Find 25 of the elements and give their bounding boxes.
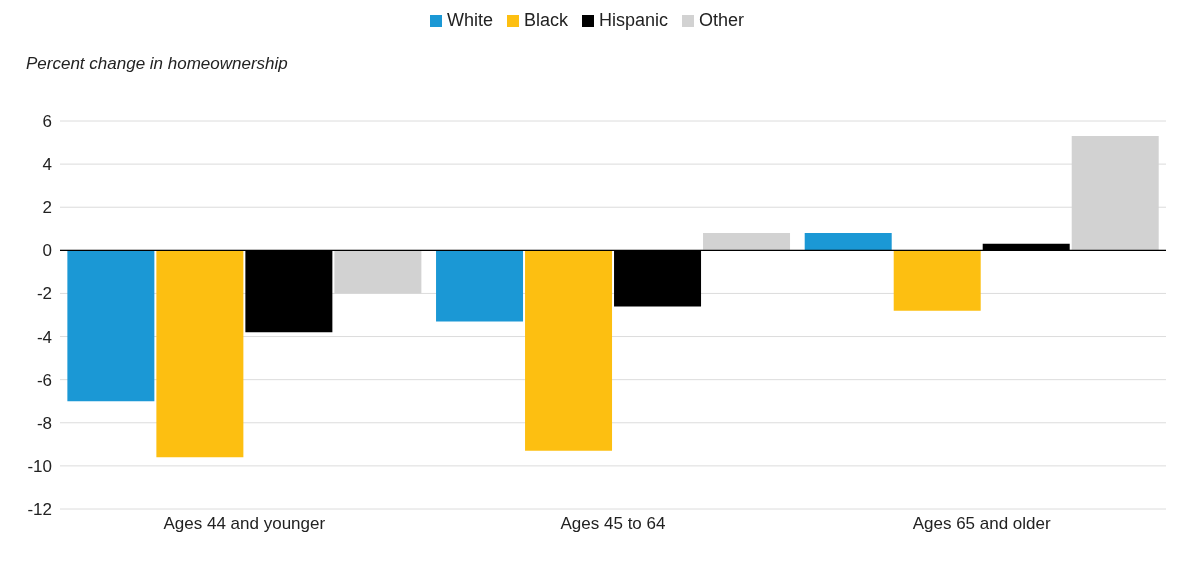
y-tick-label: -12 xyxy=(27,500,52,520)
y-tick-label: 0 xyxy=(42,241,52,261)
bar xyxy=(804,233,892,251)
bar xyxy=(156,250,244,458)
legend-label: White xyxy=(445,10,493,31)
y-tick-label: 2 xyxy=(42,198,52,218)
legend-label: Black xyxy=(522,10,568,31)
y-tick-label: -4 xyxy=(36,327,52,347)
bar xyxy=(525,250,613,451)
bar xyxy=(436,250,524,322)
y-tick-label: -8 xyxy=(36,413,52,433)
y-tick-label: -10 xyxy=(27,456,52,476)
x-tick-label: Ages 44 and younger xyxy=(163,514,326,534)
x-tick-label: Ages 45 to 64 xyxy=(560,514,666,534)
bar xyxy=(703,233,791,251)
bar xyxy=(67,250,155,402)
y-tick-label: 6 xyxy=(42,112,52,132)
y-tick-label: -2 xyxy=(36,284,52,304)
y-axis-title: Percent change in homeownership xyxy=(26,54,288,74)
legend-label: Hispanic xyxy=(598,10,669,31)
x-tick-label: Ages 65 and older xyxy=(912,514,1051,534)
bar xyxy=(893,250,981,311)
y-tick-label: -6 xyxy=(36,370,52,390)
legend-label: Other xyxy=(698,10,745,31)
y-tick-label: 4 xyxy=(42,155,52,175)
